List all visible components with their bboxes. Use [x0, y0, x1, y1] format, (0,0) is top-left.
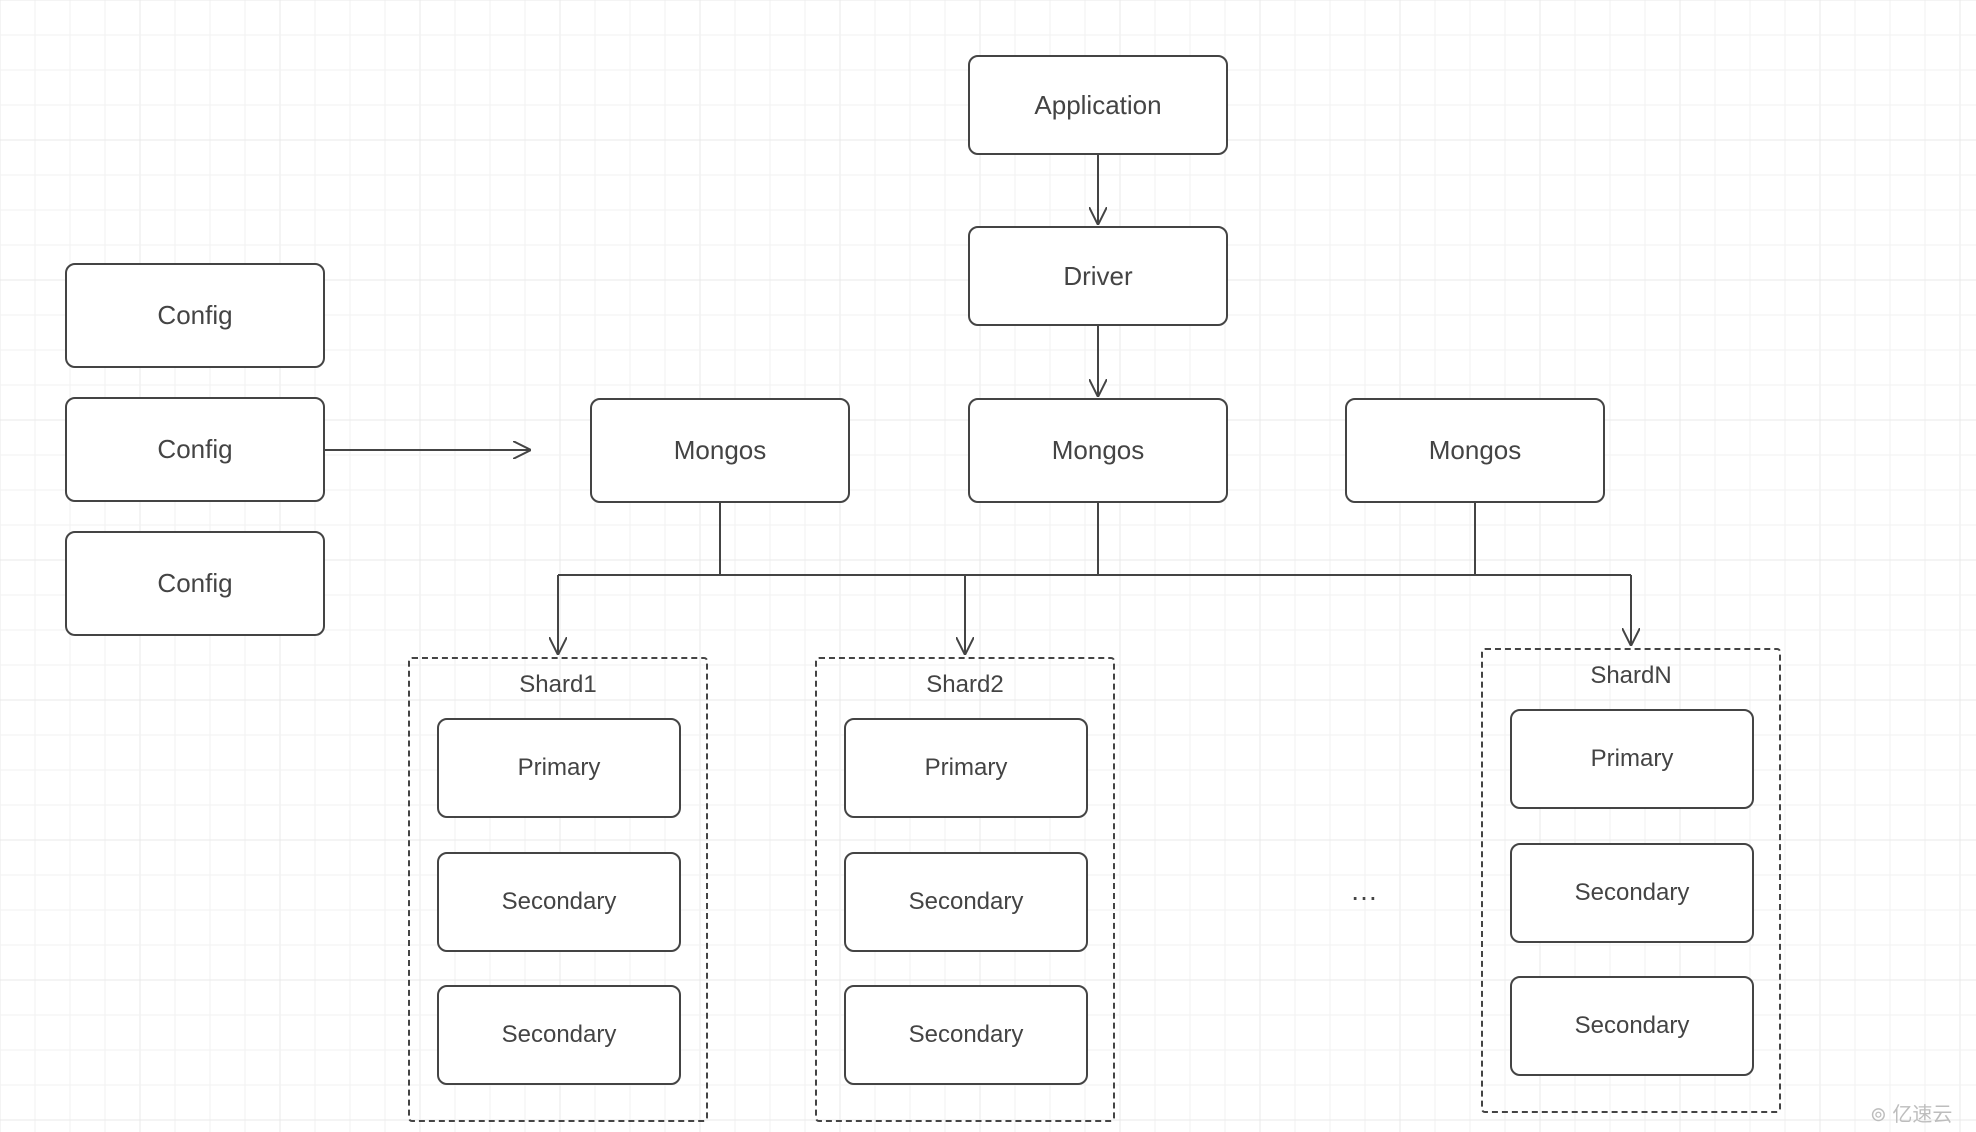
node-s1-primary: Primary: [437, 718, 681, 818]
node-s2-primary: Primary: [844, 718, 1088, 818]
node-application: Application: [968, 55, 1228, 155]
ellipsis: …: [1350, 875, 1378, 907]
node-mongos3: Mongos: [1345, 398, 1605, 503]
node-label-driver: Driver: [1063, 261, 1132, 292]
node-driver: Driver: [968, 226, 1228, 326]
watermark-text: 亿速云: [1892, 1104, 1952, 1126]
diagram-canvas: Application Driver Config Config Config Mongo…: [0, 0, 1976, 1132]
node-label-s1-sec2: Secondary: [502, 1021, 617, 1049]
node-sN-sec1: Secondary: [1510, 843, 1754, 943]
node-label-s2-sec1: Secondary: [909, 888, 1024, 916]
node-label-s1-sec1: Secondary: [502, 888, 617, 916]
node-config1: Config: [65, 263, 325, 368]
shard-title-shardN: ShardN: [1481, 662, 1781, 690]
shard-title-shard2: Shard2: [815, 671, 1115, 699]
shard-title-shard1: Shard1: [408, 671, 708, 699]
node-label-mongos2: Mongos: [1052, 435, 1145, 466]
node-sN-sec2: Secondary: [1510, 976, 1754, 1076]
node-label-mongos1: Mongos: [674, 435, 767, 466]
node-label-s2-sec2: Secondary: [909, 1021, 1024, 1049]
watermark: ⊚ 亿速云: [1870, 1098, 1952, 1127]
node-s1-sec2: Secondary: [437, 985, 681, 1085]
node-label-sN-sec2: Secondary: [1575, 1012, 1690, 1040]
node-label-config2: Config: [157, 434, 232, 465]
node-s2-sec2: Secondary: [844, 985, 1088, 1085]
node-label-mongos3: Mongos: [1429, 435, 1522, 466]
node-label-s1-primary: Primary: [518, 754, 601, 782]
node-sN-primary: Primary: [1510, 709, 1754, 809]
node-mongos1: Mongos: [590, 398, 850, 503]
node-s2-sec1: Secondary: [844, 852, 1088, 952]
node-label-config3: Config: [157, 568, 232, 599]
node-label-s2-primary: Primary: [925, 754, 1008, 782]
node-label-config1: Config: [157, 300, 232, 331]
node-label-application: Application: [1034, 90, 1161, 121]
node-label-sN-sec1: Secondary: [1575, 879, 1690, 907]
node-mongos2: Mongos: [968, 398, 1228, 503]
node-label-sN-primary: Primary: [1591, 745, 1674, 773]
node-config3: Config: [65, 531, 325, 636]
node-config2: Config: [65, 397, 325, 502]
node-s1-sec1: Secondary: [437, 852, 681, 952]
watermark-icon: ⊚: [1870, 1104, 1887, 1126]
